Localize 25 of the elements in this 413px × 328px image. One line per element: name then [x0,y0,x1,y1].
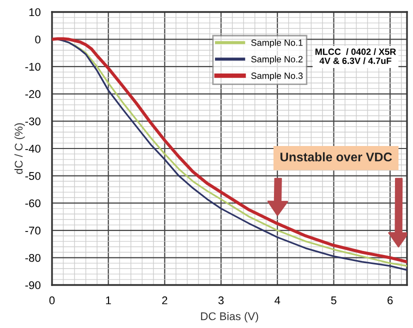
x-tick-label: 6 [388,296,393,304]
y-tick-label: 0 [35,36,40,44]
y-tick-label: -20 [25,90,40,98]
y-tick-label: -90 [25,281,40,290]
legend-label: Sample No.1 [251,39,303,48]
x-tick-label: 3 [218,296,224,304]
y-tick-label: 10 [29,8,40,16]
legend-label: Sample No.2 [251,56,303,64]
x-tick-label: 1 [106,296,111,304]
legend-label: Sample No.3 [251,72,303,81]
y-tick-label: -30 [25,117,40,126]
y-tick-label: -60 [25,199,40,208]
x-tick-label: 2 [162,296,168,304]
x-tick-label: 4 [274,296,280,304]
x-tick-label: 5 [331,296,336,304]
y-axis-title: dC / C (%) [14,123,25,174]
y-tick-label: -10 [25,62,40,71]
x-axis-title: DC Bias (V) [201,312,258,322]
annotation: MLCC / 0402 / X5R 4V & 6.3V / 4.7uF [315,48,396,64]
y-tick-label: -80 [25,254,40,262]
y-tick-label: -50 [25,172,40,180]
x-tick-label: 0 [49,296,55,304]
y-tick-label: -40 [25,144,40,153]
annotation: Unstable over VDC [280,152,392,162]
y-tick-label: -70 [25,226,40,235]
